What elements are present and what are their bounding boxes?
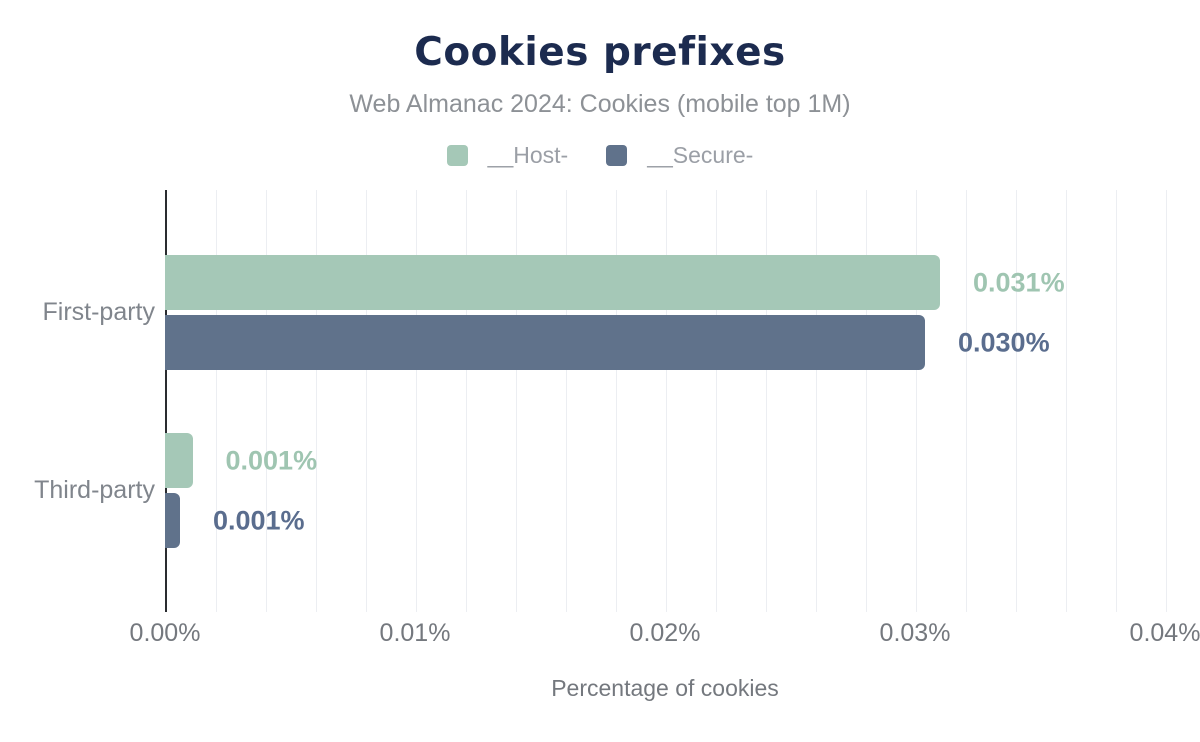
host-color-swatch <box>446 145 468 166</box>
legend-label: __Secure- <box>647 142 754 168</box>
gridlines-and-y-axis <box>165 190 1167 612</box>
bar-host-: 0.031% <box>165 255 1065 310</box>
category-label: Third-party <box>34 476 155 504</box>
bar-value-label: 0.031% <box>973 267 1065 297</box>
x-tick-label: 0.02% <box>629 619 701 647</box>
chart-subtitle: Web Almanac 2024: Cookies (mobile top 1M… <box>349 90 851 118</box>
bar-value-label: 0.001% <box>225 445 318 475</box>
bar-row: 0.030% <box>165 315 1165 370</box>
secure-color-swatch <box>606 145 628 166</box>
bar-host-: 0.001% <box>165 433 317 488</box>
legend-label: __Host- <box>487 142 569 168</box>
x-tick-label: 0.00% <box>129 619 201 647</box>
category-label: First-party <box>42 298 156 326</box>
x-tick-label: 0.01% <box>379 619 451 647</box>
bar-secure-: 0.030% <box>165 315 1050 370</box>
bar-value-label: 0.030% <box>958 327 1050 357</box>
bar-row: 0.001% <box>165 433 1165 488</box>
bar-group: Third-party 0.001% 0.001% <box>34 433 1165 548</box>
x-axis-title: Percentage of cookies <box>551 675 779 701</box>
bar-row: 0.001% <box>165 493 1165 548</box>
legend: __Host- __Secure- <box>0 142 1200 169</box>
bar-row: 0.031% <box>165 255 1165 310</box>
chart-title: Cookies prefixes <box>414 30 786 75</box>
legend-item-host: __Host- <box>446 142 569 169</box>
x-axis-tick-labels: 0.00% 0.01% 0.02% 0.03% 0.04% <box>130 619 1200 649</box>
bar-value-label: 0.001% <box>212 505 305 535</box>
bar-secure-: 0.001% <box>165 493 305 548</box>
bar-group: First-party 0.031% 0.030% <box>43 255 1165 370</box>
legend-item-secure: __Secure- <box>606 142 753 169</box>
x-tick-label: 0.03% <box>879 619 951 647</box>
x-tick-label: 0.04% <box>1129 619 1200 647</box>
plot-area: First-party 0.031% 0.030% Third-party 0.001%… <box>34 190 1167 612</box>
